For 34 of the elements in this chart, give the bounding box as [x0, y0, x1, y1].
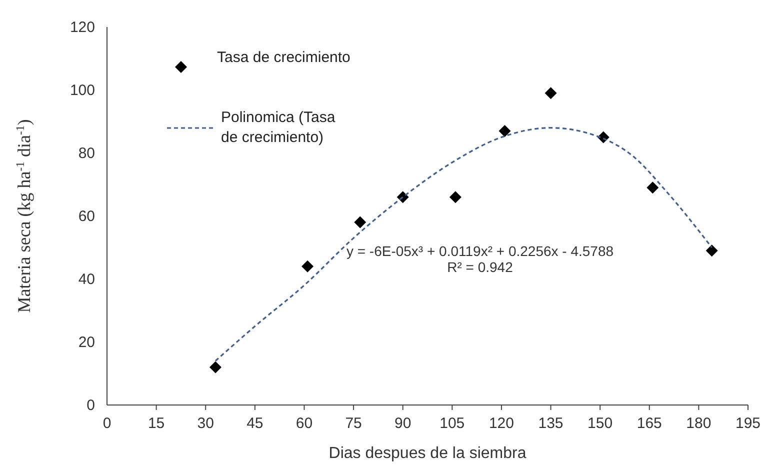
- y-tick-label: 120: [70, 19, 95, 36]
- annotation: y = -6E-05x³ + 0.0119x² + 0.2256x - 4.5788: [346, 243, 614, 259]
- point: [706, 244, 718, 257]
- point: [302, 260, 314, 272]
- point: [354, 216, 366, 228]
- x-axis-title: Dias despues de la siembra: [328, 445, 526, 462]
- x-tick-label: 30: [197, 415, 214, 432]
- x-tick-label: 75: [345, 415, 362, 432]
- x-tick-label: 90: [394, 415, 412, 432]
- x-tick-label: 60: [296, 415, 313, 432]
- point: [498, 124, 511, 137]
- x-tick-label: 45: [246, 415, 264, 432]
- point: [646, 182, 659, 194]
- point: [209, 361, 222, 374]
- legend-label: Polinomica (Tasa de crecimiento): [221, 109, 336, 146]
- y-tick-label: 20: [78, 334, 95, 351]
- point: [449, 191, 462, 204]
- y-tick-label: 100: [70, 82, 95, 99]
- point: [544, 87, 557, 100]
- x-tick-label: 105: [440, 415, 465, 432]
- legend-label: Tasa de crecimiento: [217, 49, 350, 66]
- y-tick-label: 60: [78, 208, 95, 225]
- x-tick-label: 150: [588, 415, 613, 432]
- x-tick-label: 135: [538, 415, 564, 432]
- y-tick-label: 40: [78, 271, 95, 288]
- x-tick-label: 120: [488, 415, 514, 432]
- annotation: R² = 0.942: [447, 259, 514, 275]
- x-tick-label: 195: [735, 415, 761, 432]
- y-tick-label: 80: [78, 145, 95, 162]
- x-tick-label: 0: [102, 415, 112, 432]
- x-tick-label: 165: [636, 415, 662, 432]
- y-tick-label: 0: [86, 397, 95, 414]
- x-tick-label: 15: [148, 415, 165, 432]
- x-tick-label: 180: [686, 415, 712, 432]
